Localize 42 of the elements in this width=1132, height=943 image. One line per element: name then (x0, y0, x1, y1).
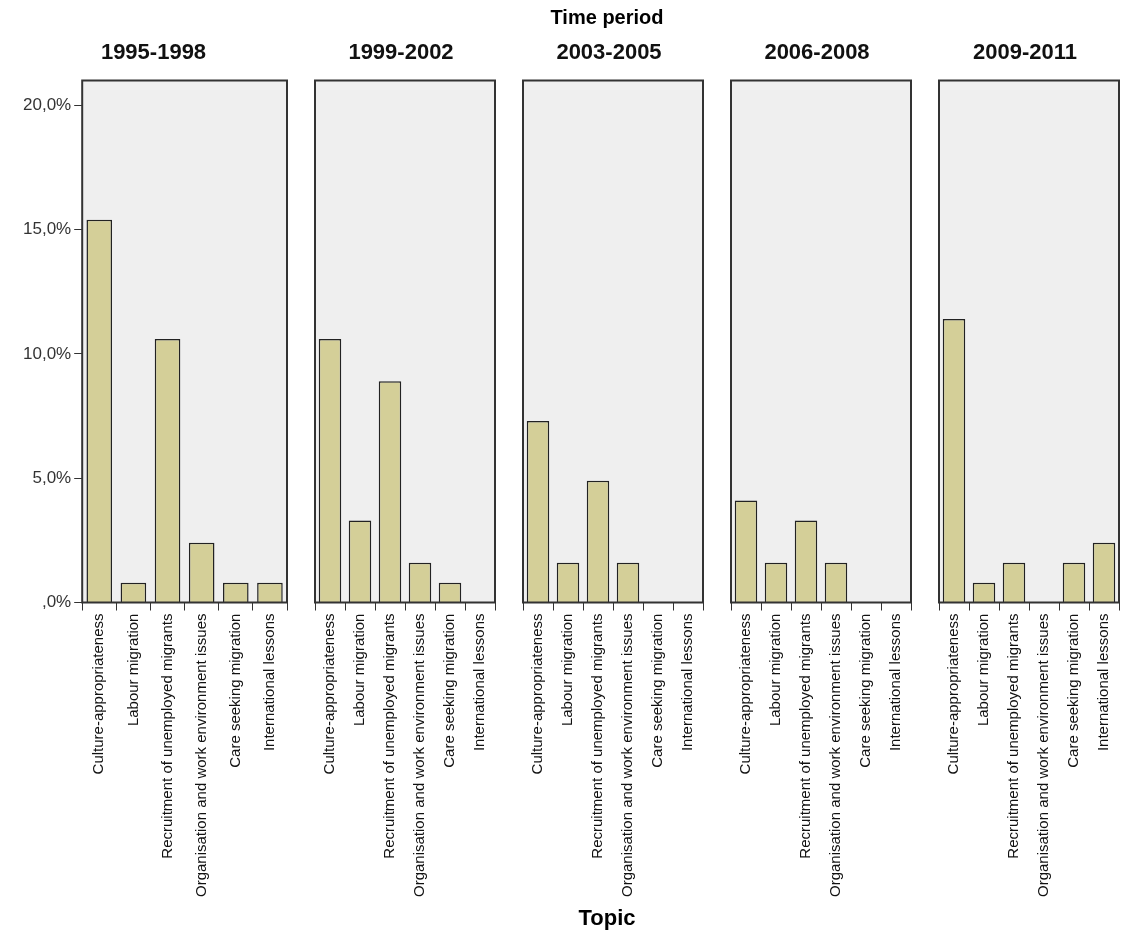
x-tick-label: Organisation and work environment issues (826, 613, 844, 898)
x-tick-label: International lessons (1094, 613, 1112, 752)
x-tick-label: Recruitment of unemployed migrants (588, 613, 606, 859)
x-tick-label: Labour migration (766, 613, 784, 727)
x-tick-label: Care seeking migration (856, 613, 874, 768)
x-tick-label: Organisation and work environment issues (410, 613, 428, 898)
x-tick-label: Care seeking migration (440, 613, 458, 768)
x-tick-label: Labour migration (350, 613, 368, 727)
x-tick-label: Recruitment of unemployed migrants (1004, 613, 1022, 859)
x-tick-label: Culture-appropriateness (320, 613, 338, 775)
x-tick-label: International lessons (260, 613, 278, 752)
x-tick-label: Organisation and work environment issues (1034, 613, 1052, 898)
y-tick-label: 15,0% (23, 219, 72, 239)
x-tick-label: Organisation and work environment issues (618, 613, 636, 898)
x-tick-label: International lessons (678, 613, 696, 752)
chart-title: 2003-2005 (556, 39, 662, 65)
x-tick-label: Culture-appropriateness (89, 613, 107, 775)
x-tick-label: Care seeking migration (648, 613, 666, 768)
x-tick-label: Recruitment of unemployed migrants (380, 613, 398, 859)
x-tick-label: Recruitment of unemployed migrants (157, 613, 175, 859)
x-tick-label: Labour migration (974, 613, 992, 727)
text: Time period (549, 6, 665, 29)
x-tick-label: Culture-appropriateness (736, 613, 754, 775)
x-tick-label: Organisation and work environment issues (191, 613, 209, 898)
x-tick-label: International lessons (470, 613, 488, 752)
x-tick-label: Labour migration (123, 613, 141, 727)
x-tick-label: International lessons (886, 613, 904, 752)
y-tick-label: ,0% (41, 592, 72, 612)
chart-title: 2006-2008 (764, 39, 870, 65)
chart-title: 1995-1998 (100, 39, 207, 65)
x-tick-label: Culture-appropriateness (944, 613, 962, 775)
chart-title: 2009-2011 (973, 39, 1077, 65)
x-tick-label: Care seeking migration (1064, 613, 1082, 768)
y-tick-label: 20,0% (23, 94, 72, 114)
x-axis-title: Topic (577, 905, 637, 931)
chart-title: 1999-2002 (348, 39, 454, 65)
x-tick-label: Recruitment of unemployed migrants (796, 613, 814, 859)
x-tick-label: Care seeking migration (225, 613, 243, 768)
x-tick-label: Labour migration (558, 613, 576, 727)
y-tick-label: 10,0% (23, 343, 72, 363)
y-tick-label: 5,0% (32, 467, 72, 487)
x-tick-label: Culture-appropriateness (528, 613, 546, 775)
